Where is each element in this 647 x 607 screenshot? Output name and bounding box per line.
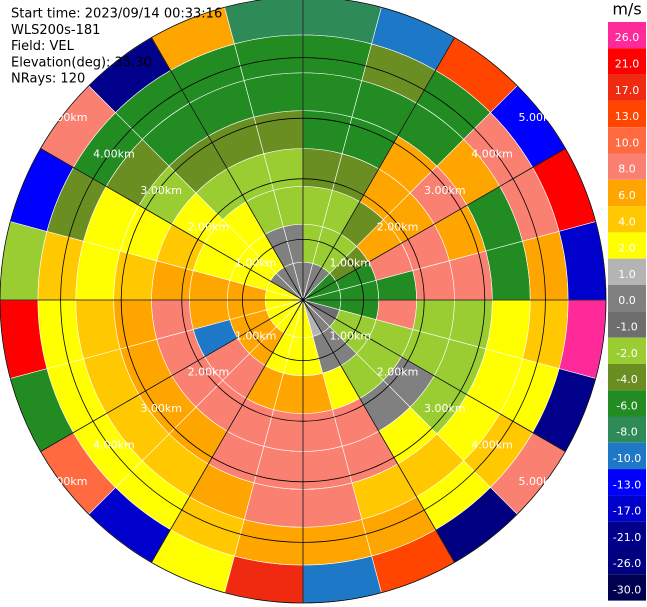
velocity-cell — [75, 299, 121, 360]
ring-label: 4.00km — [471, 438, 513, 451]
colorbar-box — [608, 390, 646, 417]
colorbar-box — [608, 521, 646, 548]
colorbar-label: 26.0 — [615, 31, 640, 44]
colorbar-box — [608, 337, 646, 364]
colorbar-box — [608, 100, 646, 128]
spoke — [302, 37, 455, 301]
colorbar-box — [608, 469, 646, 496]
colorbar-label: -6.0 — [616, 399, 637, 412]
colorbar-label: 10.0 — [615, 136, 640, 149]
spoke — [302, 299, 455, 563]
colorbar-label: -13.0 — [613, 478, 641, 491]
range-ring — [0, 0, 607, 604]
ring-label: 1.00km — [329, 329, 371, 342]
colorbar-box — [608, 206, 646, 233]
colorbar-label: 4.0 — [618, 215, 636, 228]
colorbar-label: 0.0 — [618, 294, 636, 307]
colorbar-label: 8.0 — [618, 163, 636, 176]
colorbar-label: -1.0 — [616, 320, 637, 333]
ring-label: 3.00km — [424, 402, 466, 415]
colorbar-label: -2.0 — [616, 347, 637, 360]
colorbar-box — [608, 22, 646, 49]
spoke — [302, 148, 566, 301]
ring-label: 3.00km — [140, 184, 182, 197]
colorbar-label: 17.0 — [615, 84, 640, 97]
velocity-cell — [75, 240, 121, 301]
ring-label: 5.00km — [519, 111, 561, 124]
colorbar-label: -8.0 — [616, 426, 637, 439]
ring-label: 2.00km — [188, 220, 230, 233]
ring-label: 2.00km — [188, 366, 230, 379]
ring-label: 1.00km — [329, 257, 371, 270]
colorbar-label: -17.0 — [613, 505, 641, 518]
ring-label: 2.00km — [377, 366, 419, 379]
colorbar-label: 2.0 — [618, 242, 636, 255]
ring-label: 1.00km — [235, 257, 277, 270]
ring-label: 5.00km — [46, 475, 88, 488]
range-ring — [241, 238, 364, 361]
colorbar-label: 1.0 — [618, 268, 636, 281]
colorbar-label: -10.0 — [613, 452, 641, 465]
spoke — [40, 299, 304, 452]
range-ring — [181, 178, 425, 422]
colorbar-box — [608, 442, 646, 470]
spoke — [40, 148, 304, 301]
colorbar-label: 13.0 — [615, 110, 640, 123]
colorbar-title: m/s — [612, 0, 641, 19]
header-line: NRays: 120 — [11, 72, 85, 87]
velocity-cell — [302, 72, 363, 118]
colorbar-box — [608, 179, 646, 207]
ring-label: 4.00km — [93, 148, 135, 161]
colorbar-box — [608, 311, 646, 338]
spoke — [151, 299, 304, 563]
colorbar-label: -30.0 — [613, 583, 641, 596]
colorbar-box — [608, 153, 646, 180]
colorbar-box — [608, 495, 646, 522]
ring-label: 5.00km — [519, 475, 561, 488]
ring-label: 5.00km — [46, 111, 88, 124]
colorbar-box — [608, 416, 646, 443]
ring-label: 3.00km — [424, 184, 466, 197]
ring-label: 3.00km — [140, 402, 182, 415]
colorbar-box — [608, 285, 646, 312]
colorbar-box — [608, 258, 646, 285]
ring-label: 4.00km — [93, 438, 135, 451]
range-ring — [120, 117, 486, 483]
velocity-cell — [485, 299, 531, 360]
colorbar-box — [608, 48, 646, 75]
colorbar-label: 21.0 — [615, 57, 640, 70]
colorbar-box — [608, 548, 646, 575]
colorbar-label: -4.0 — [616, 373, 637, 386]
range-ring — [60, 57, 546, 543]
colorbar: m/s 26.0 21.0 17.0 13.0 10.0 8.0 6.0 4.0 2.0 1.0 0… — [608, 0, 646, 601]
spoke — [302, 299, 566, 452]
colorbar-box — [608, 127, 646, 154]
ring-label: 2.00km — [377, 220, 419, 233]
velocity-cell — [302, 482, 363, 528]
ring-label: 1.00km — [235, 329, 277, 342]
colorbar-box — [608, 574, 646, 601]
header-line: WLS200s-181 — [11, 23, 100, 38]
colorbar-box — [608, 232, 646, 259]
header-line: Start time: 2023/09/14 00:33:16 — [11, 7, 222, 22]
velocity-cell — [485, 240, 531, 301]
spoke — [151, 37, 304, 301]
range-overlay: 1.00km 1.00km 1.00km 1.00km 2.00km 2.00km 2.00… — [0, 0, 607, 604]
header-line: Field: VEL — [11, 39, 75, 54]
colorbar-label: 6.0 — [618, 189, 636, 202]
colorbar-label: -26.0 — [613, 557, 641, 570]
colorbar-box — [608, 74, 646, 101]
colorbar-label: -21.0 — [613, 531, 641, 544]
velocity-cell — [243, 72, 304, 118]
header: Start time: 2023/09/14 00:33:16WLS200s-1… — [11, 7, 222, 87]
colorbar-box — [608, 363, 646, 391]
ring-label: 4.00km — [471, 148, 513, 161]
velocity-cell — [243, 482, 304, 528]
header-line: Elevation(deg): 35.30 — [11, 55, 152, 70]
